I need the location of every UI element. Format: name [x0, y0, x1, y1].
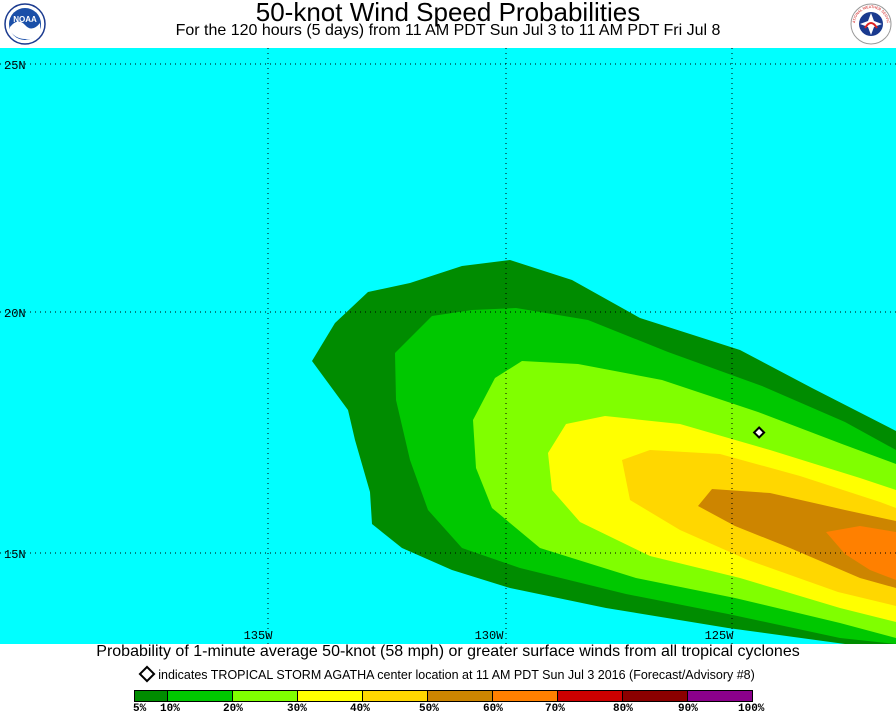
colorbar-segment [493, 691, 558, 701]
nws-logo-icon: NATIONAL WEATHER SERVICE [850, 3, 892, 45]
lat-label: 15N [4, 548, 26, 562]
map-svg: 25N 20N 15N 135W 130W 125W [0, 48, 896, 644]
lon-label: 135W [244, 629, 274, 643]
noaa-logo-icon: NOAA [4, 3, 46, 45]
colorbar-label: 5% [133, 703, 147, 715]
colorbar-segment [233, 691, 298, 701]
storm-center-diamond-icon[interactable] [752, 426, 766, 439]
header: NOAA 50-knot Wind Speed Probabilities Fo… [0, 0, 896, 48]
lat-label: 25N [4, 59, 26, 73]
colorbar-label: 50% [419, 703, 439, 715]
probability-colorbar [134, 690, 753, 702]
marker-note: indicates TROPICAL STORM AGATHA center l… [0, 665, 896, 683]
lon-label: 130W [475, 629, 505, 643]
lat-label: 20N [4, 307, 26, 321]
colorbar-label: 10% [160, 703, 180, 715]
colorbar-segment [363, 691, 428, 701]
colorbar-segment [688, 691, 752, 701]
prob-contour-50 [698, 489, 896, 588]
colorbar-segment [135, 691, 168, 701]
colorbar-label: 90% [678, 703, 698, 715]
map-caption: Probability of 1-minute average 50-knot … [96, 643, 800, 660]
colorbar-label: 100% [738, 703, 765, 715]
colorbar-segment [623, 691, 688, 701]
colorbar-label: 70% [545, 703, 565, 715]
marker-note-text: indicates TROPICAL STORM AGATHA center l… [158, 668, 755, 682]
colorbar-label: 30% [287, 703, 307, 715]
colorbar-label: 20% [223, 703, 243, 715]
page-subtitle: For the 120 hours (5 days) from 11 AM PD… [175, 22, 721, 39]
storm-center-diamond-icon [138, 665, 156, 683]
noaa-logo-text: NOAA [13, 15, 37, 24]
colorbar-label: 80% [613, 703, 633, 715]
page-title: 50-knot Wind Speed Probabilities [255, 0, 641, 27]
colorbar-labels: 5% 10% 20% 30% 40% 50% 60% 70% 80% 90% 100% [0, 703, 896, 717]
colorbar-segment [558, 691, 623, 701]
colorbar-segment [298, 691, 363, 701]
colorbar-segment [428, 691, 493, 701]
colorbar-label: 60% [483, 703, 503, 715]
colorbar-segment [168, 691, 233, 701]
lon-label: 125W [705, 629, 735, 643]
colorbar-label: 40% [350, 703, 370, 715]
probability-map[interactable]: 25N 20N 15N 135W 130W 125W [0, 48, 896, 644]
